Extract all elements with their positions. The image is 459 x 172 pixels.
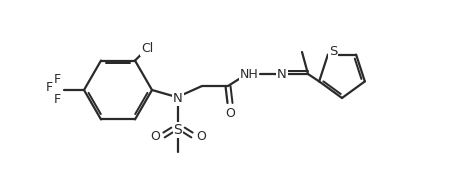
Text: H: H <box>249 67 258 80</box>
Text: O: O <box>150 131 160 143</box>
Text: F: F <box>53 93 61 105</box>
Text: O: O <box>196 131 206 143</box>
Text: F: F <box>45 80 52 94</box>
Text: O: O <box>224 106 235 120</box>
Text: F: F <box>53 73 61 85</box>
Text: S: S <box>328 45 336 58</box>
Text: Cl: Cl <box>140 42 153 55</box>
Text: N: N <box>173 92 183 105</box>
Text: S: S <box>173 123 182 137</box>
Text: NH: NH <box>239 67 258 80</box>
Text: N: N <box>276 67 286 80</box>
